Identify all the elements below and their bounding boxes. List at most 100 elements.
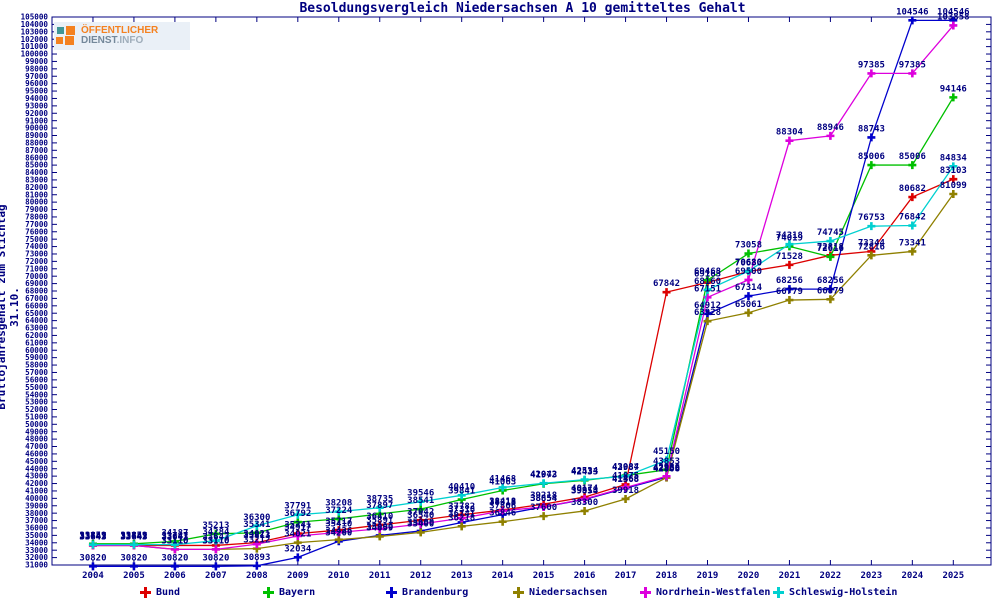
data-point-marker xyxy=(703,317,712,326)
point-value-label: 97385 xyxy=(858,60,885,70)
y-tick-label: 105000 xyxy=(21,13,49,22)
data-point-marker xyxy=(580,494,589,503)
point-value-label: 30820 xyxy=(79,553,106,563)
point-value-label: 33747 xyxy=(161,532,188,542)
point-value-label: 45150 xyxy=(653,447,680,457)
point-value-label: 37600 xyxy=(530,503,557,513)
data-point-marker xyxy=(908,69,917,78)
x-tick-label: 2020 xyxy=(738,571,760,581)
legend-marker-bund xyxy=(140,587,151,598)
data-point-marker xyxy=(539,479,548,488)
data-point-marker xyxy=(908,193,917,202)
data-point-marker xyxy=(375,503,384,512)
series-bund xyxy=(88,175,958,550)
axes xyxy=(51,16,992,566)
series-line xyxy=(92,19,954,567)
point-value-label: 69500 xyxy=(735,267,762,277)
point-value-label: 66879 xyxy=(817,286,844,296)
data-point-marker xyxy=(88,540,97,549)
y-tick-label: 79000 xyxy=(25,205,48,214)
point-value-label: 37042 xyxy=(407,507,434,517)
data-point-marker xyxy=(416,519,425,528)
logo-square-orange-1 xyxy=(66,26,75,35)
point-value-label: 103858 xyxy=(937,12,970,22)
point-value-label: 38735 xyxy=(366,495,393,505)
series-schleswig-holstein xyxy=(88,162,958,549)
y-tick-label: 37000 xyxy=(25,516,48,525)
y-tick-label: 42000 xyxy=(25,479,48,488)
data-point-marker xyxy=(580,506,589,515)
point-value-label: 35213 xyxy=(202,521,229,531)
point-value-label: 33813 xyxy=(243,531,270,541)
point-value-label: 68160 xyxy=(694,277,721,287)
point-value-label: 39218 xyxy=(530,491,557,501)
y-tick-label: 75000 xyxy=(25,235,48,244)
point-value-label: 36741 xyxy=(448,509,475,519)
y-tick-label: 101000 xyxy=(21,42,49,51)
point-value-label: 38541 xyxy=(407,496,434,506)
data-point-marker xyxy=(170,540,179,549)
point-value-label: 104546 xyxy=(937,7,970,17)
y-tick-label: 36000 xyxy=(25,524,48,533)
series-line xyxy=(92,193,954,551)
data-point-marker xyxy=(293,531,302,540)
data-point-marker xyxy=(703,309,712,318)
point-value-label: 35410 xyxy=(325,519,352,529)
legend-item-brandenburg: Brandenburg xyxy=(386,587,468,598)
legend-marker-brandenburg xyxy=(386,587,397,598)
point-value-label: 74019 xyxy=(776,233,803,243)
legend-item-schleswig-holstein: Schleswig-Holstein xyxy=(773,587,897,598)
data-point-marker xyxy=(88,562,97,571)
legend-label: Bayern xyxy=(279,587,316,598)
x-tick-label: 2009 xyxy=(287,571,309,581)
point-value-label: 35717 xyxy=(325,517,352,527)
data-point-marker xyxy=(211,562,220,571)
data-point-marker xyxy=(744,249,753,258)
point-value-label: 33643 xyxy=(120,532,147,542)
data-point-marker xyxy=(744,292,753,301)
legend-item-bayern: Bayern xyxy=(263,587,315,598)
y-tick-label: 102000 xyxy=(21,35,49,44)
point-value-label: 30820 xyxy=(202,553,229,563)
point-value-label: 72816 xyxy=(858,242,885,252)
data-point-marker xyxy=(211,545,220,554)
y-tick-label: 34000 xyxy=(25,538,48,547)
x-tick-label: 2011 xyxy=(369,571,391,581)
y-tick-label: 85000 xyxy=(25,161,48,170)
y-tick-label: 88000 xyxy=(25,138,48,147)
point-value-label: 39546 xyxy=(407,489,434,499)
series-bayern xyxy=(88,93,958,548)
data-point-marker xyxy=(826,252,835,261)
y-tick-label: 49000 xyxy=(25,427,48,436)
point-value-label: 88304 xyxy=(776,128,804,138)
data-point-marker xyxy=(908,247,917,256)
data-point-marker xyxy=(334,514,343,523)
y-tick-label: 35000 xyxy=(25,531,48,540)
legend-label: Schleswig-Holstein xyxy=(789,587,898,598)
point-value-label: 63928 xyxy=(694,308,721,318)
data-point-marker xyxy=(375,524,384,533)
y-tick-label: 32000 xyxy=(25,553,48,562)
data-point-marker xyxy=(826,131,835,140)
data-point-marker xyxy=(826,237,835,246)
series-line xyxy=(92,165,954,546)
y-tick-label: 56000 xyxy=(25,375,48,384)
y-tick-label: 69000 xyxy=(25,279,48,288)
y-tick-label: 95000 xyxy=(25,87,48,96)
data-point-marker xyxy=(457,514,466,523)
point-value-label: 36792 xyxy=(284,509,311,519)
data-point-marker xyxy=(703,285,712,294)
point-value-label: 70630 xyxy=(735,259,762,269)
y-tick-label: 31000 xyxy=(25,561,48,570)
point-value-label: 84834 xyxy=(940,153,968,163)
y-tick-label: 51000 xyxy=(25,412,48,421)
point-value-label: 65061 xyxy=(735,300,762,310)
point-value-label: 76753 xyxy=(858,213,885,223)
point-value-label: 33747 xyxy=(79,532,106,542)
point-value-label: 69163 xyxy=(694,269,721,279)
point-value-label: 41973 xyxy=(530,471,557,481)
y-tick-label: 43000 xyxy=(25,472,48,481)
y-tick-label: 60000 xyxy=(25,346,48,355)
y-tick-label: 98000 xyxy=(25,64,48,73)
y-tick-label: 87000 xyxy=(25,146,48,155)
